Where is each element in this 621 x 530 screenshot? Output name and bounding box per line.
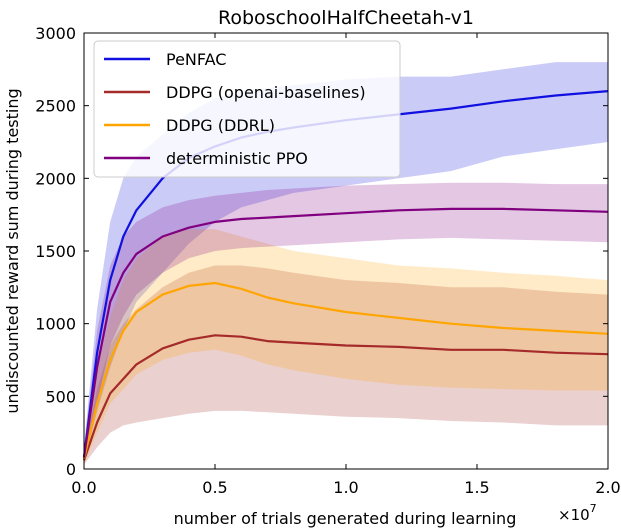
legend-label-penfac: PeNFAC: [166, 50, 226, 69]
legend: PeNFAC DDPG (openai-baselines) DDPG (DDRL)…: [93, 40, 401, 178]
legend-label-ddpg-openai-baselines: DDPG (openai-baselines): [166, 83, 366, 102]
x-axis-multiplier: ×107: [558, 502, 597, 524]
y-tick-label: 3000: [35, 24, 76, 43]
x-multiplier-base: ×10: [558, 506, 590, 524]
x-tick-label: 2.0: [595, 478, 620, 497]
ddpg-ddrl-band: [84, 229, 608, 465]
y-tick-label: 1500: [35, 242, 76, 261]
legend-box: [93, 40, 401, 178]
chart-title: RoboschoolHalfCheetah-v1: [218, 7, 474, 29]
x-ticks: 0.0 0.5 1.0 1.5 2.0: [71, 33, 621, 497]
legend-label-ddpg-ddrl: DDPG (DDRL): [166, 116, 275, 135]
ddpg-openai-baselines-band: [84, 265, 608, 465]
x-tick-label: 0.5: [202, 478, 227, 497]
x-tick-label: 0.0: [71, 478, 96, 497]
y-tick-label: 500: [45, 387, 76, 406]
x-multiplier-exponent: 7: [590, 502, 597, 515]
y-tick-label: 2000: [35, 169, 76, 188]
x-axis-label: number of trials generated during learni…: [174, 509, 517, 528]
y-tick-label: 0: [66, 460, 76, 479]
y-axis-label: undiscounted reward sum during testing: [3, 88, 22, 413]
y-tick-label: 1000: [35, 315, 76, 334]
x-tick-label: 1.0: [333, 478, 358, 497]
legend-label-deterministic-ppo: deterministic PPO: [166, 149, 308, 168]
y-ticks: 0 500 1000 1500 2000 2500 3000: [35, 24, 608, 479]
y-tick-label: 2500: [35, 97, 76, 116]
x-tick-label: 1.5: [464, 478, 489, 497]
